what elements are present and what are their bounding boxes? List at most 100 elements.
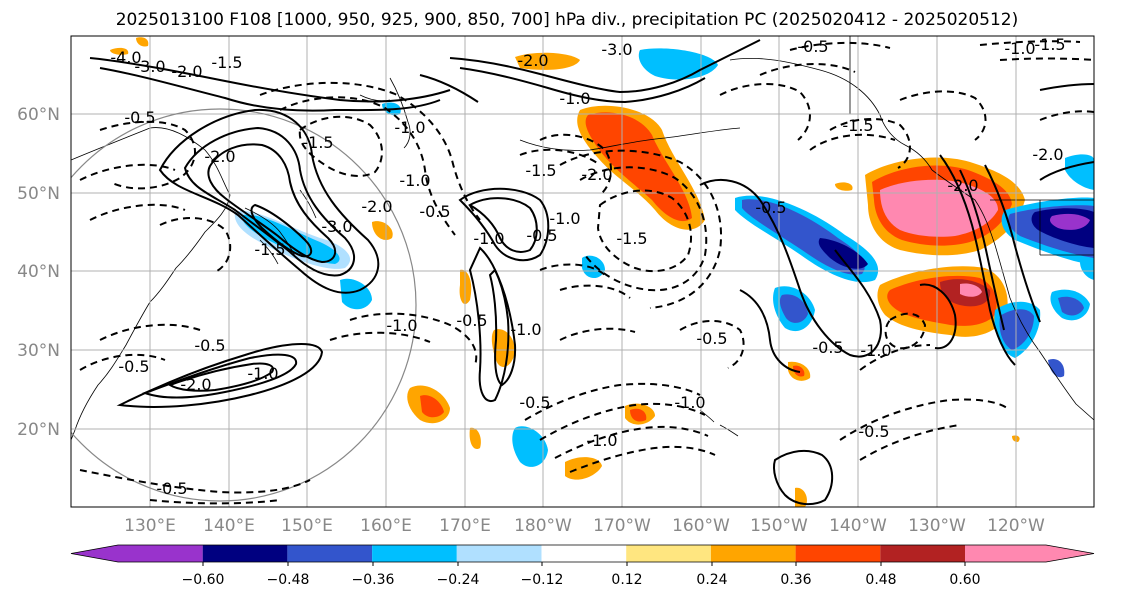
lat-label: 50°N	[17, 184, 60, 204]
contour-label: -1.0	[473, 229, 504, 248]
contour-label: -1.5	[302, 133, 333, 152]
contour-label: -0.5	[456, 311, 487, 330]
colorbar-swatch	[710, 545, 796, 562]
contour-label: -1.0	[586, 431, 617, 450]
contour-label: -2.0	[1032, 145, 1063, 164]
contour-label: -0.5	[194, 336, 225, 355]
lon-label: 140°E	[203, 516, 255, 536]
us-borders	[849, 36, 1094, 256]
contour-label: -0.5	[812, 338, 843, 357]
lat-label: 20°N	[17, 420, 60, 440]
colorbar-swatch	[287, 545, 373, 562]
map-title: 2025013100 F108 [1000, 950, 925, 900, 85…	[116, 10, 1019, 30]
map-panel: -4.0 -3.0 -2.0 -1.5 -3.0 -2.0 -1.0 -0.5 …	[17, 35, 1095, 536]
contour-label: -0.5	[526, 226, 557, 245]
colorbar-tick-label: −0.60	[182, 572, 225, 588]
contour-label: -2.0	[171, 62, 202, 81]
latitude-labels: 60°N 50°N 40°N 30°N 20°N	[17, 105, 60, 440]
colorbar-swatch	[795, 545, 881, 562]
contour-label: -1.0	[549, 209, 580, 228]
colorbar-tick-label: −0.24	[437, 572, 480, 588]
contour-label: -2.0	[361, 197, 392, 216]
contour-label: -1.5	[1034, 35, 1065, 54]
colorbar-swatch	[541, 545, 627, 562]
contour-label: -3.0	[134, 57, 165, 76]
colorbar-swatch	[71, 545, 203, 562]
lat-label: 60°N	[17, 105, 60, 125]
contour-label: -0.5	[124, 108, 155, 127]
lon-label: 180°W	[514, 516, 572, 536]
contour-label: -1.0	[247, 364, 278, 383]
map-frame	[70, 35, 1095, 508]
contour-label: -0.5	[519, 393, 550, 412]
colorbar-tick-label: 0.12	[611, 572, 642, 588]
colorbar-swatch	[880, 545, 965, 562]
graticule	[71, 36, 1094, 507]
contour-label: -0.5	[419, 202, 450, 221]
contour-label: -1.0	[386, 316, 417, 335]
contour-label: -0.5	[858, 422, 889, 441]
colorbar: −0.60 −0.48 −0.36 −0.24 −0.12 0.12 0.24 …	[70, 544, 1095, 588]
colorbar-tick-label: −0.48	[267, 572, 310, 588]
colorbar-tick-labels: −0.60 −0.48 −0.36 −0.24 −0.12 0.12 0.24 …	[182, 572, 981, 588]
colorbar-swatch	[202, 545, 288, 562]
contour-label: -1.5	[211, 53, 242, 72]
lon-label: 140°W	[829, 516, 887, 536]
contour-label: -0.5	[755, 198, 786, 217]
contour-label: -0.5	[118, 357, 149, 376]
contour-label: -1.0	[394, 118, 425, 137]
colorbar-swatches	[70, 544, 1095, 563]
contour-labels: -4.0 -3.0 -2.0 -1.5 -3.0 -2.0 -1.0 -0.5 …	[110, 35, 1065, 498]
lon-label: 170°E	[439, 516, 491, 536]
lon-label: 120°W	[987, 516, 1045, 536]
contour-label: -3.0	[601, 40, 632, 59]
colorbar-tick-label: 0.48	[865, 572, 896, 588]
lat-label: 30°N	[17, 341, 60, 361]
colorbar-swatch	[456, 545, 542, 562]
reference-circle	[71, 108, 417, 502]
contour-label: -0.5	[797, 37, 828, 56]
contour-label: -1.0	[860, 341, 891, 360]
negative-contours	[79, 40, 1094, 505]
longitude-labels: 130°E 140°E 150°E 160°E 170°E 180°W 170°…	[124, 516, 1045, 536]
contour-label: -1.0	[1004, 39, 1035, 58]
colorbar-swatch	[372, 545, 457, 562]
contour-label: -4.0	[110, 48, 141, 67]
contour-label: -0.5	[156, 479, 187, 498]
contour-label: -2.0	[581, 165, 612, 184]
lon-label: 130°W	[908, 516, 966, 536]
lon-label: 160°E	[360, 516, 412, 536]
colorbar-tick-label: 0.36	[780, 572, 811, 588]
colorbar-swatch	[626, 545, 711, 562]
contour-label: -1.5	[525, 161, 556, 180]
contour-label: -1.5	[842, 116, 873, 135]
contour-label: -1.5	[616, 229, 647, 248]
lon-label: 150°W	[750, 516, 808, 536]
contour-label: -1.0	[510, 320, 541, 339]
lon-label: 130°E	[124, 516, 176, 536]
coastline-aleutians	[519, 127, 741, 151]
colorbar-tick-label: −0.36	[352, 572, 395, 588]
lat-label: 40°N	[17, 262, 60, 282]
contour-label: -3.0	[321, 217, 352, 236]
colorbar-tick-label: −0.12	[521, 572, 564, 588]
colorbar-outline	[70, 544, 1095, 563]
colorbar-tick-label: 0.24	[696, 572, 727, 588]
lon-label: 170°W	[593, 516, 651, 536]
contour-label: -1.0	[559, 89, 590, 108]
contour-label: -2.0	[517, 51, 548, 70]
lon-label: 150°E	[281, 516, 333, 536]
contour-label: -2.0	[947, 176, 978, 195]
coastline-alaska	[729, 57, 933, 171]
colorbar-ticks	[202, 562, 966, 566]
contour-label: -2.0	[204, 147, 235, 166]
contour-label: -1.5	[254, 240, 285, 259]
contour-label: -1.0	[674, 393, 705, 412]
colorbar-swatch	[965, 545, 1094, 562]
colorbar-tick-label: 0.60	[949, 572, 980, 588]
contour-label: -1.0	[399, 171, 430, 190]
contour-label: -2.0	[180, 375, 211, 394]
coastline-asia	[71, 127, 231, 441]
lon-label: 160°W	[672, 516, 730, 536]
